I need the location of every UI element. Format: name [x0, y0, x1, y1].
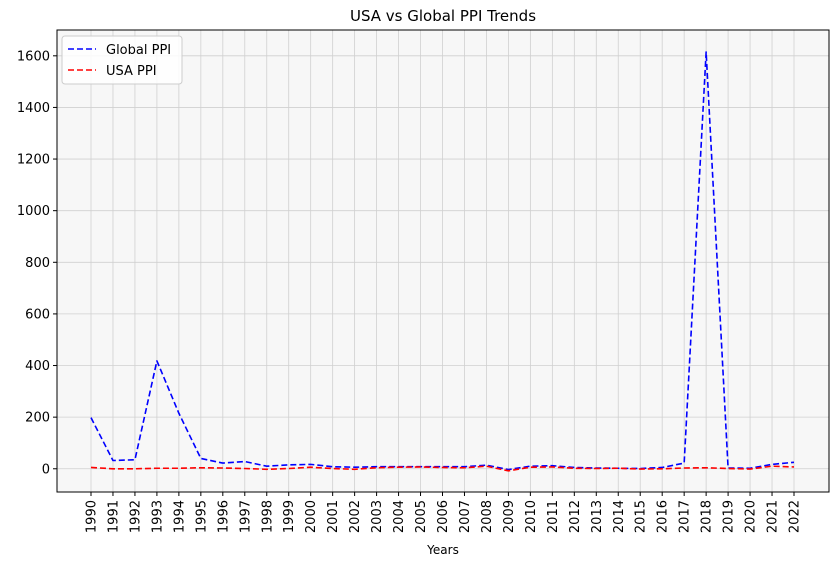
x-tick-label: 1995 [194, 500, 209, 533]
x-tick-label: 2010 [524, 500, 539, 533]
x-tick-label: 1992 [128, 500, 143, 533]
x-tick-label: 2017 [678, 500, 693, 533]
legend-label: Global PPI [106, 43, 171, 58]
plot-area [57, 30, 829, 492]
x-tick-label: 1993 [150, 500, 165, 533]
grid-lines [57, 30, 829, 492]
x-tick-label: 2011 [546, 500, 561, 533]
x-tick-label: 1998 [260, 500, 275, 533]
x-tick-label: 1997 [238, 500, 253, 533]
y-tick-label: 1600 [17, 49, 50, 64]
x-tick-label: 2005 [414, 500, 429, 533]
y-tick-label: 400 [25, 359, 50, 374]
x-tick-label: 2022 [788, 500, 803, 533]
y-tick-label: 1000 [17, 204, 50, 219]
x-tick-label: 2016 [656, 500, 671, 533]
x-axis-label: Years [426, 543, 459, 557]
x-tick-label: 1990 [85, 500, 100, 533]
x-tick-label: 2013 [590, 500, 605, 533]
y-tick-label: 600 [25, 307, 50, 322]
x-tick-label: 2015 [634, 500, 649, 533]
series-line-usa-ppi [90, 465, 795, 472]
x-tick-label: 2007 [458, 500, 473, 533]
y-tick-label: 800 [25, 256, 50, 271]
y-axis: 0 200 400 600 800 1000 1200 1400 1600 [17, 49, 57, 477]
x-tick-label: 1994 [172, 500, 187, 533]
x-tick-label: 1991 [106, 500, 121, 533]
x-tick-label: 2012 [568, 500, 583, 533]
y-tick-label: 1200 [17, 153, 50, 168]
x-tick-label: 2006 [436, 500, 451, 533]
x-tick-label: 2004 [392, 500, 407, 533]
x-tick-label: 2021 [766, 500, 781, 533]
x-tick-label: 2020 [744, 500, 759, 533]
y-tick-label: 0 [42, 462, 50, 477]
x-tick-label: 2003 [370, 500, 385, 533]
series-lines [90, 51, 795, 472]
x-tick-label: 2002 [348, 500, 363, 533]
legend-label: USA PPI [106, 64, 157, 79]
x-tick-label: 1996 [216, 500, 231, 533]
x-tick-label: 2001 [326, 500, 341, 533]
x-tick-label: 2009 [502, 500, 517, 533]
x-axis: 1990 1991 1992 1993 1994 1995 1996 1997 1998 1999… [85, 492, 803, 533]
x-tick-label: 2008 [480, 500, 495, 533]
series-line-global-ppi [90, 51, 795, 471]
x-tick-label: 2019 [722, 500, 737, 533]
chart-title: USA vs Global PPI Trends [350, 7, 536, 25]
x-tick-label: 2000 [304, 500, 319, 533]
legend: Global PPI USA PPI [61, 35, 183, 85]
legend-box [61, 35, 183, 85]
x-tick-label: 1999 [282, 500, 297, 533]
y-tick-label: 200 [25, 411, 50, 426]
x-tick-label: 2018 [700, 500, 715, 533]
x-tick-label: 2014 [612, 500, 627, 533]
y-tick-label: 1400 [17, 101, 50, 116]
